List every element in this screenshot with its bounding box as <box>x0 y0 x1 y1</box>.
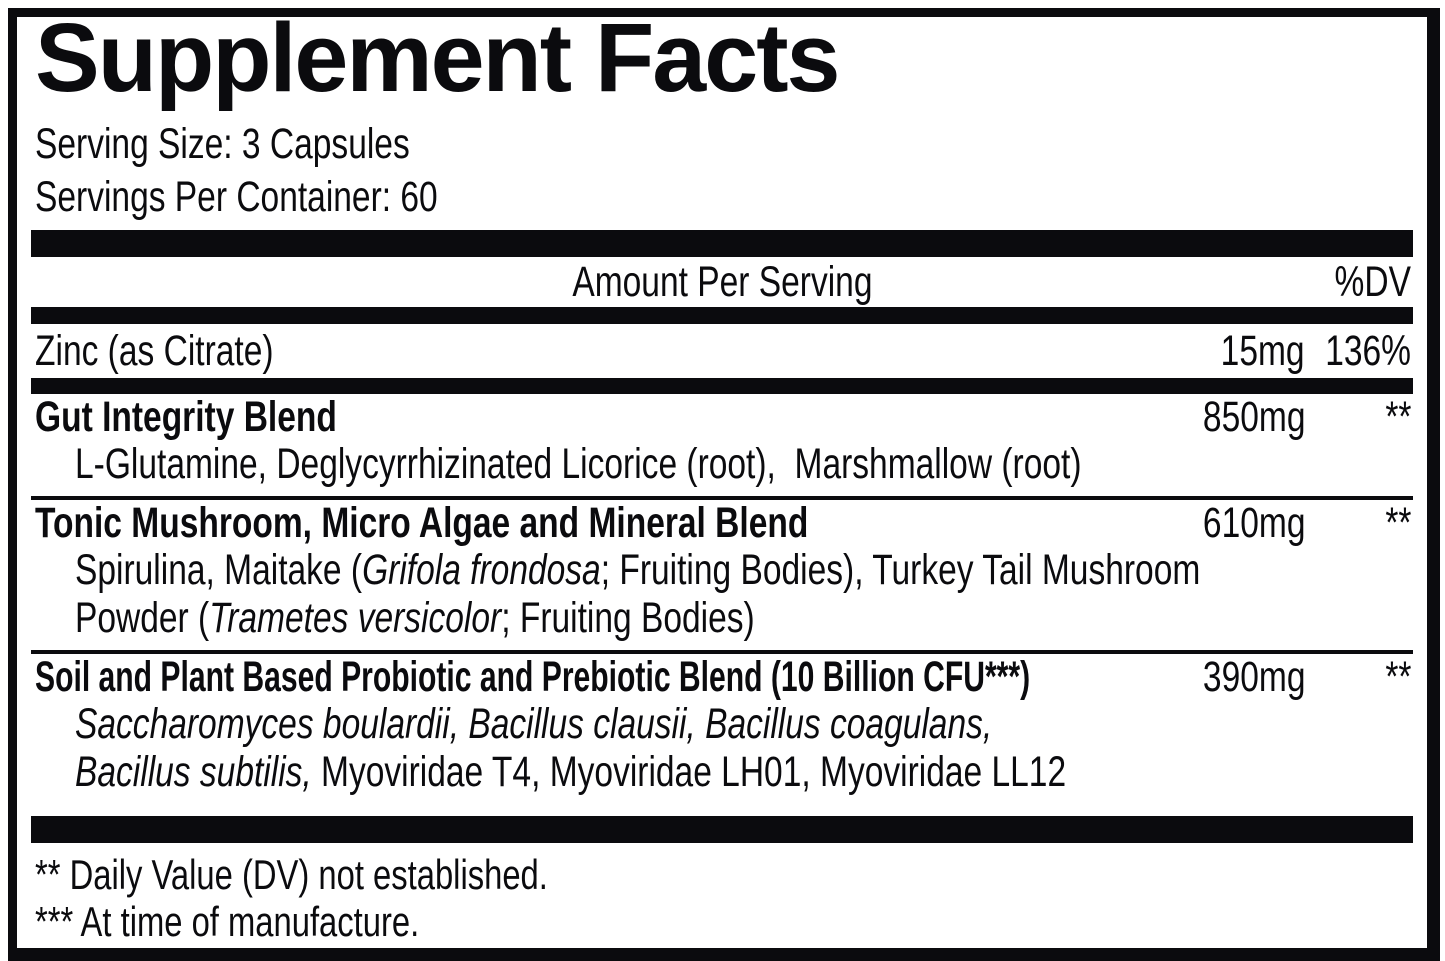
blend-ingredients-line: Bacillus subtilis, Myoviridae T4, Myovir… <box>31 748 1413 796</box>
footnote-dv: ** Daily Value (DV) not established. <box>31 851 1413 898</box>
blend-ingredients-line: Powder (Trametes versicolor; Fruiting Bo… <box>31 594 1413 642</box>
thick-divider-zinc <box>31 378 1413 394</box>
zinc-name: Zinc (as Citrate) <box>35 327 274 375</box>
blend-dv: ** <box>1384 653 1411 701</box>
serving-size-line: Serving Size: 3 Capsules <box>31 118 1413 171</box>
blend-name: Tonic Mushroom, Micro Algae and Mineral … <box>35 499 809 547</box>
blend-ingredients-line: Spirulina, Maitake (Grifola frondosa; Fr… <box>31 546 1413 594</box>
ingredient-segment: Spirulina, Maitake ( <box>75 546 363 594</box>
latin-name: Saccharomyces boulardii, Bacillus clausi… <box>75 700 993 748</box>
zinc-amount: 15mg <box>1221 327 1305 375</box>
serving-size-text: Serving Size: 3 Capsules <box>35 120 410 168</box>
medium-divider <box>31 307 1413 324</box>
percent-dv-header: %DV <box>1334 258 1411 306</box>
blend-ingredients-line: Saccharomyces boulardii, Bacillus clausi… <box>31 700 1413 748</box>
ingredient-segment: ; Fruiting Bodies), Turkey Tail Mushroom <box>600 546 1201 594</box>
thin-divider-2 <box>31 650 1413 654</box>
blend-soil-plant-probiotic: Soil and Plant Based Probiotic and Prebi… <box>31 654 1413 804</box>
column-header-row: Amount Per Serving %DV <box>31 257 1413 307</box>
blend-dv: ** <box>1384 499 1411 547</box>
ingredients-text: Saccharomyces boulardii, Bacillus clausi… <box>75 700 992 748</box>
blend-name: Gut Integrity Blend <box>35 393 337 441</box>
footnote-text: *** At time of manufacture. <box>35 898 420 945</box>
ingredient-segment: L-Glutamine, Deglycyrrhizinated Licorice… <box>75 440 1082 488</box>
thin-divider-1 <box>31 496 1413 500</box>
servings-per-container-text: Servings Per Container: 60 <box>35 173 438 221</box>
blend-name-row: Gut Integrity Blend 850mg ** <box>31 394 1413 440</box>
blend-amount: 610mg <box>1202 499 1305 547</box>
supplement-facts-label: Supplement Facts Serving Size: 3 Capsule… <box>8 8 1440 961</box>
blend-name-row: Soil and Plant Based Probiotic and Prebi… <box>31 654 1413 700</box>
ingredients-text: Powder (Trametes versicolor; Fruiting Bo… <box>75 594 755 642</box>
amount-per-serving-header: Amount Per Serving <box>571 258 873 306</box>
servings-per-container-line: Servings Per Container: 60 <box>31 171 1413 224</box>
blend-name: Soil and Plant Based Probiotic and Prebi… <box>35 653 1031 701</box>
thick-divider-top <box>31 230 1413 257</box>
ingredient-segment: Myoviridae T4, Myoviridae LH01, Myovirid… <box>311 748 1067 796</box>
blend-amount: 390mg <box>1202 653 1305 701</box>
ingredient-segment: Powder ( <box>75 594 210 642</box>
blend-gut-integrity: Gut Integrity Blend 850mg ** L-Glutamine… <box>31 394 1413 496</box>
latin-name: Grifola frondosa <box>362 546 601 594</box>
ingredient-segment: ; Fruiting Bodies) <box>501 594 755 642</box>
blend-tonic-mushroom: Tonic Mushroom, Micro Algae and Mineral … <box>31 500 1413 650</box>
blend-ingredients-line: L-Glutamine, Deglycyrrhizinated Licorice… <box>31 440 1413 488</box>
ingredients-text: L-Glutamine, Deglycyrrhizinated Licorice… <box>75 440 1082 488</box>
ingredients-text: Bacillus subtilis, Myoviridae T4, Myovir… <box>75 748 1066 796</box>
blend-dv: ** <box>1384 393 1411 441</box>
ingredients-text: Spirulina, Maitake (Grifola frondosa; Fr… <box>75 546 1200 594</box>
ingredient-row-zinc: Zinc (as Citrate) 15mg 136% <box>31 324 1413 378</box>
footnote-manufacture: *** At time of manufacture. <box>31 898 1413 945</box>
blend-name-row: Tonic Mushroom, Micro Algae and Mineral … <box>31 500 1413 546</box>
thick-divider-bottom <box>31 816 1413 843</box>
footnote-text: ** Daily Value (DV) not established. <box>35 851 548 898</box>
zinc-dv: 136% <box>1325 327 1411 375</box>
blend-amount: 850mg <box>1202 393 1305 441</box>
latin-name: Bacillus subtilis, <box>75 748 312 796</box>
latin-name: Trametes versicolor <box>209 594 502 642</box>
label-title: Supplement Facts <box>35 3 840 112</box>
